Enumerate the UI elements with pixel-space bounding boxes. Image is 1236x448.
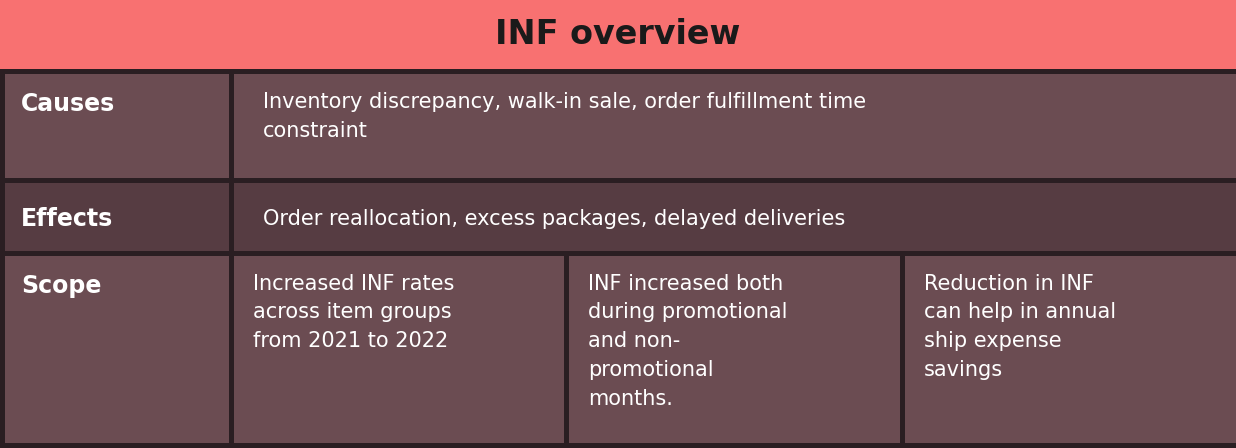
- Text: Order reallocation, excess packages, delayed deliveries: Order reallocation, excess packages, del…: [263, 209, 845, 229]
- Bar: [5, 183, 229, 251]
- Text: Increased INF rates
across item groups
from 2021 to 2022: Increased INF rates across item groups f…: [252, 274, 454, 351]
- Text: Scope: Scope: [21, 274, 101, 297]
- Text: Causes: Causes: [21, 92, 115, 116]
- Text: Effects: Effects: [21, 207, 114, 231]
- Bar: [5, 256, 229, 443]
- Text: INF overview: INF overview: [496, 18, 740, 51]
- Text: Reduction in INF
can help in annual
ship expense
savings: Reduction in INF can help in annual ship…: [925, 274, 1116, 380]
- Bar: [905, 256, 1236, 443]
- Bar: [234, 74, 1236, 178]
- Text: INF increased both
during promotional
and non-
promotional
months.: INF increased both during promotional an…: [588, 274, 787, 409]
- Bar: [234, 183, 1236, 251]
- Bar: [570, 256, 900, 443]
- Bar: [0, 0, 1236, 69]
- Bar: [5, 74, 229, 178]
- Bar: [234, 256, 565, 443]
- Text: Inventory discrepancy, walk-in sale, order fulfillment time
constraint: Inventory discrepancy, walk-in sale, ord…: [263, 92, 866, 141]
